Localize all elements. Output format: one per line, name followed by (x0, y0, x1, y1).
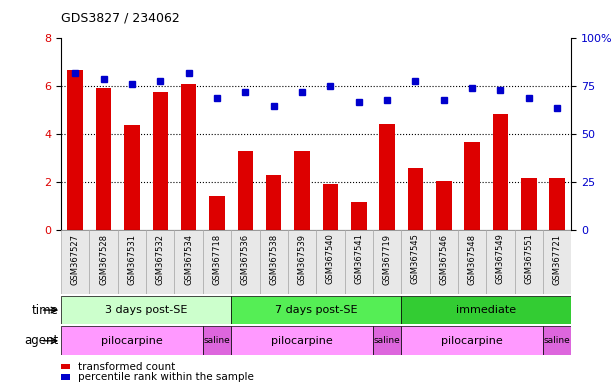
Bar (231, 326, 373, 355)
Text: GSM367539: GSM367539 (298, 233, 307, 285)
Text: GSM367538: GSM367538 (269, 233, 278, 285)
Bar (295, 151, 310, 230)
Text: GSM367531: GSM367531 (128, 233, 136, 285)
Text: saline: saline (544, 336, 571, 345)
Bar (543, 230, 571, 294)
Bar (323, 184, 338, 230)
Text: GSM367718: GSM367718 (213, 233, 222, 285)
Text: saline: saline (203, 336, 230, 345)
Bar (89, 230, 118, 294)
Bar (492, 114, 508, 230)
Bar (181, 84, 197, 230)
Text: GSM367527: GSM367527 (71, 233, 80, 285)
Text: GSM367541: GSM367541 (354, 233, 363, 285)
Text: GSM367551: GSM367551 (524, 233, 533, 285)
Bar (203, 326, 231, 355)
Bar (543, 326, 571, 355)
Text: GSM367546: GSM367546 (439, 233, 448, 285)
Bar (379, 124, 395, 230)
Text: pilocarpine: pilocarpine (271, 336, 333, 346)
Text: percentile rank within the sample: percentile rank within the sample (78, 372, 254, 382)
Bar (146, 230, 175, 294)
Text: GSM367532: GSM367532 (156, 233, 165, 285)
Bar (67, 70, 83, 230)
Bar (430, 230, 458, 294)
Bar (549, 177, 565, 230)
Bar (209, 195, 225, 230)
Bar (351, 202, 367, 230)
Bar (316, 230, 345, 294)
Text: GSM367548: GSM367548 (467, 233, 477, 285)
Bar (118, 230, 146, 294)
Bar (345, 230, 373, 294)
Text: GSM367536: GSM367536 (241, 233, 250, 285)
Bar (61, 326, 203, 355)
Text: pilocarpine: pilocarpine (441, 336, 503, 346)
Text: GSM367719: GSM367719 (382, 233, 392, 285)
Text: GSM367545: GSM367545 (411, 233, 420, 285)
Bar (436, 181, 452, 230)
Bar (260, 230, 288, 294)
Bar (203, 230, 231, 294)
Text: 7 days post-SE: 7 days post-SE (275, 305, 357, 315)
Text: time: time (31, 304, 58, 316)
Bar (373, 326, 401, 355)
Text: agent: agent (24, 334, 58, 347)
Text: pilocarpine: pilocarpine (101, 336, 163, 346)
Bar (175, 230, 203, 294)
Text: 3 days post-SE: 3 days post-SE (105, 305, 188, 315)
Bar (401, 230, 430, 294)
Text: GSM367721: GSM367721 (552, 233, 562, 285)
Bar (401, 296, 571, 324)
Bar (266, 175, 282, 230)
Bar (61, 296, 231, 324)
Bar (458, 230, 486, 294)
Bar (408, 168, 423, 230)
Bar (61, 230, 89, 294)
Text: immediate: immediate (456, 305, 516, 315)
Bar (401, 326, 543, 355)
Bar (96, 88, 111, 230)
Bar (231, 230, 260, 294)
Bar (238, 151, 253, 230)
Text: transformed count: transformed count (78, 361, 175, 372)
Bar (521, 177, 536, 230)
Text: GSM367534: GSM367534 (184, 233, 193, 285)
Bar (486, 230, 514, 294)
Text: GDS3827 / 234062: GDS3827 / 234062 (61, 12, 180, 25)
Bar (124, 125, 140, 230)
Bar (514, 230, 543, 294)
Bar (373, 230, 401, 294)
Text: GSM367528: GSM367528 (99, 233, 108, 285)
Text: GSM367540: GSM367540 (326, 233, 335, 285)
Bar (288, 230, 316, 294)
Text: GSM367549: GSM367549 (496, 233, 505, 285)
Text: saline: saline (374, 336, 400, 345)
Bar (231, 296, 401, 324)
Bar (153, 93, 168, 230)
Bar (464, 142, 480, 230)
